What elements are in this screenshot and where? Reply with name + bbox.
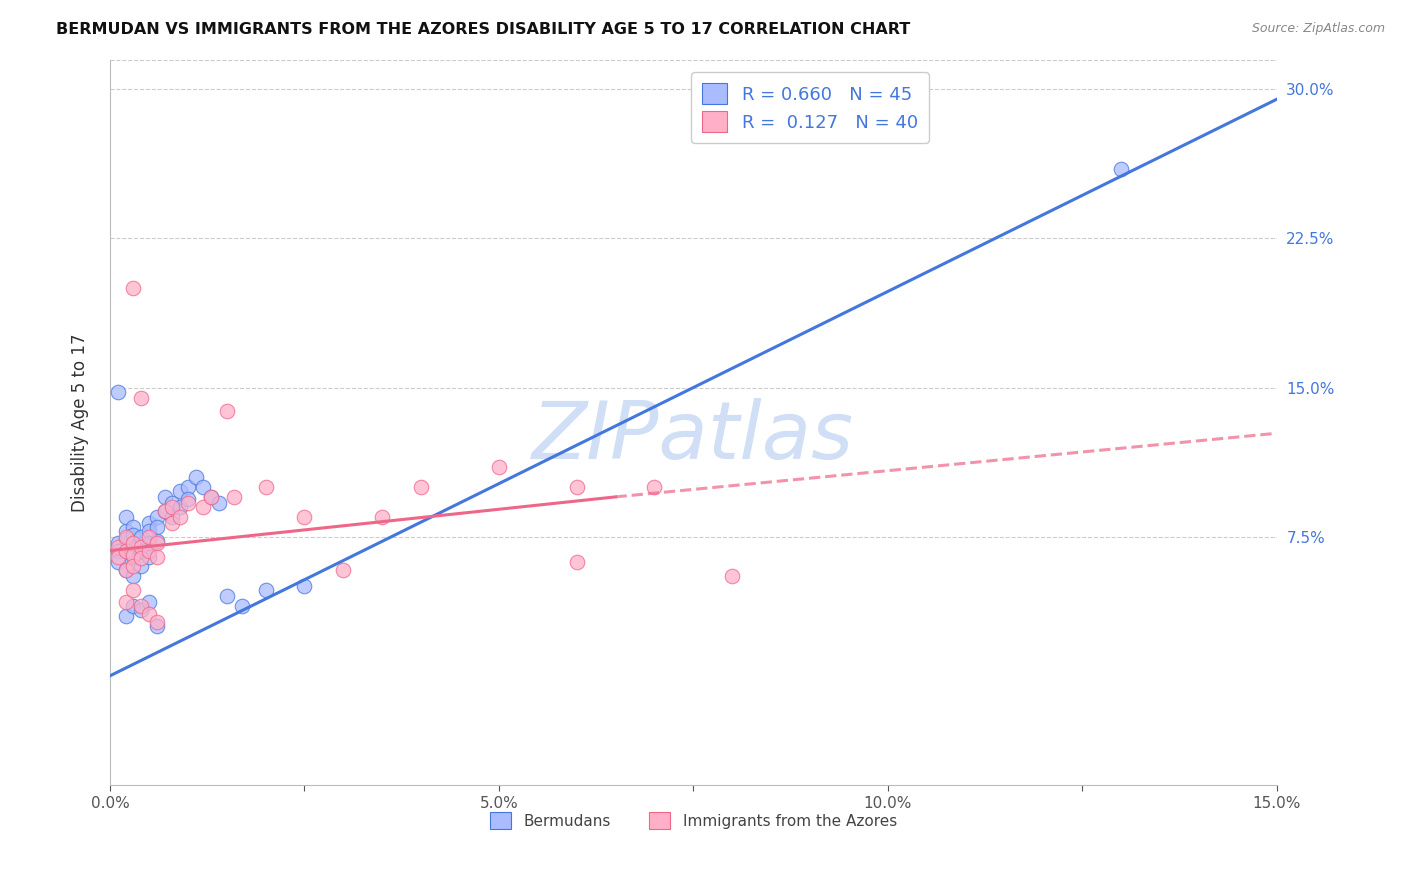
Point	[114, 543, 136, 558]
Point	[129, 530, 152, 544]
Point	[169, 500, 191, 514]
Point	[169, 483, 191, 498]
Point	[184, 470, 207, 484]
Point	[114, 532, 136, 546]
Point	[488, 460, 510, 475]
Point	[721, 569, 744, 583]
Point	[129, 540, 152, 554]
Point	[332, 563, 354, 577]
Point	[122, 527, 145, 541]
Point	[371, 509, 394, 524]
Point	[193, 500, 215, 514]
Point	[114, 509, 136, 524]
Point	[138, 595, 160, 609]
Point	[129, 599, 152, 614]
Point	[145, 509, 167, 524]
Point	[177, 480, 200, 494]
Text: Source: ZipAtlas.com: Source: ZipAtlas.com	[1251, 22, 1385, 36]
Point	[107, 384, 129, 399]
Point	[129, 603, 152, 617]
Point	[138, 535, 160, 549]
Point	[153, 504, 176, 518]
Point	[177, 491, 200, 506]
Point	[114, 524, 136, 538]
Point	[145, 619, 167, 633]
Point	[162, 509, 184, 524]
Point	[254, 480, 277, 494]
Point	[153, 490, 176, 504]
Point	[114, 609, 136, 624]
Point	[114, 595, 136, 609]
Point	[107, 543, 129, 558]
Point	[138, 607, 160, 622]
Point	[177, 496, 200, 510]
Point	[122, 549, 145, 564]
Point	[138, 543, 160, 558]
Point	[565, 556, 588, 570]
Point	[224, 490, 246, 504]
Point	[129, 543, 152, 558]
Point	[153, 504, 176, 518]
Point	[107, 535, 129, 549]
Point	[145, 535, 167, 549]
Y-axis label: Disability Age 5 to 17: Disability Age 5 to 17	[72, 333, 89, 512]
Point	[162, 500, 184, 514]
Point	[200, 490, 222, 504]
Text: BERMUDAN VS IMMIGRANTS FROM THE AZORES DISABILITY AGE 5 TO 17 CORRELATION CHART: BERMUDAN VS IMMIGRANTS FROM THE AZORES D…	[56, 22, 911, 37]
Point	[138, 530, 160, 544]
Point	[107, 549, 129, 564]
Point	[122, 583, 145, 598]
Point	[122, 535, 145, 549]
Point	[294, 579, 316, 593]
Point	[162, 516, 184, 530]
Legend: Bermudans, Immigrants from the Azores: Bermudans, Immigrants from the Azores	[484, 805, 903, 836]
Point	[208, 496, 231, 510]
Text: ZIPatlas: ZIPatlas	[533, 398, 855, 475]
Point	[643, 480, 665, 494]
Point	[169, 509, 191, 524]
Point	[122, 548, 145, 562]
Point	[145, 615, 167, 629]
Point	[122, 569, 145, 583]
Point	[215, 589, 238, 603]
Point	[107, 556, 129, 570]
Point	[193, 480, 215, 494]
Point	[107, 540, 129, 554]
Point	[294, 509, 316, 524]
Point	[145, 549, 167, 564]
Point	[411, 480, 433, 494]
Point	[162, 496, 184, 510]
Point	[145, 519, 167, 533]
Point	[145, 533, 167, 548]
Point	[122, 559, 145, 574]
Point	[114, 530, 136, 544]
Point	[254, 583, 277, 598]
Point	[231, 599, 253, 614]
Point	[200, 490, 222, 504]
Point	[122, 540, 145, 554]
Point	[114, 563, 136, 577]
Point	[129, 559, 152, 574]
Point	[138, 516, 160, 530]
Point	[122, 519, 145, 533]
Point	[114, 563, 136, 577]
Point	[565, 480, 588, 494]
Point	[129, 551, 152, 566]
Point	[122, 599, 145, 614]
Point	[122, 281, 145, 295]
Point	[129, 391, 152, 405]
Point	[215, 404, 238, 418]
Point	[138, 524, 160, 538]
Point	[1109, 161, 1132, 176]
Point	[138, 549, 160, 564]
